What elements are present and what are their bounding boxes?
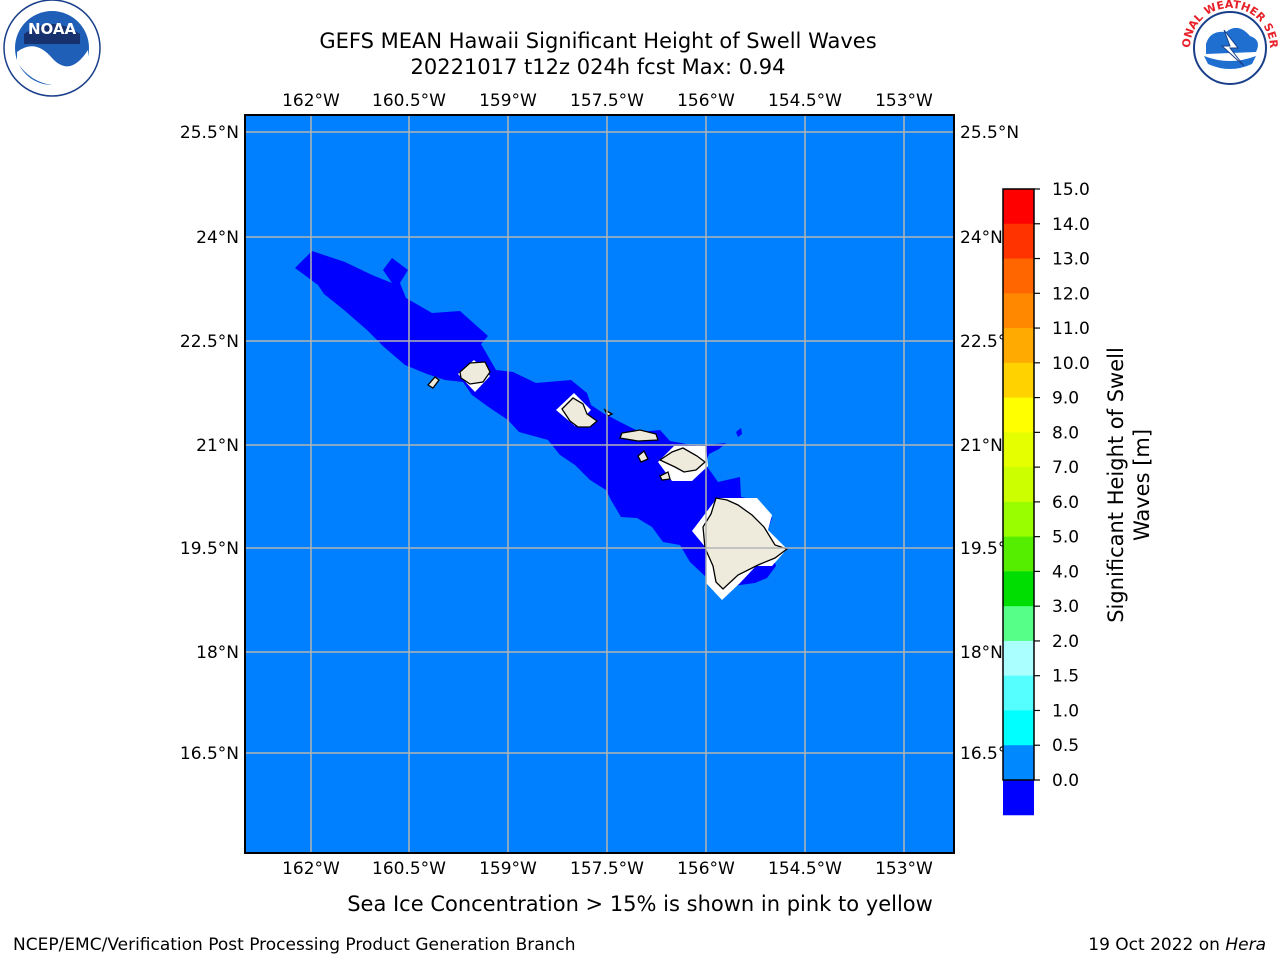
colorbar-swatch bbox=[1003, 397, 1034, 433]
colorbar-tick-label: 8.0 bbox=[1052, 423, 1079, 443]
lat-label: 21°N bbox=[196, 436, 239, 456]
colorbar-frame bbox=[1002, 188, 1035, 781]
lon-label: 156°W bbox=[677, 859, 735, 879]
colorbar-swatch bbox=[1003, 501, 1034, 538]
lon-label: 153°W bbox=[875, 859, 933, 879]
island-kauai bbox=[459, 361, 491, 385]
colorbar-tick-label: 7.0 bbox=[1052, 458, 1079, 478]
colorbar-tick-label: 1.5 bbox=[1052, 667, 1079, 687]
colorbar-tick-label: 12.0 bbox=[1052, 284, 1090, 304]
colorbar-tick-label: 3.0 bbox=[1052, 597, 1079, 617]
colorbar-tick-label: 4.0 bbox=[1052, 562, 1079, 582]
colorbar-tick-label: 13.0 bbox=[1052, 250, 1090, 270]
colorbar-swatch bbox=[1003, 710, 1034, 746]
lat-label: 24°N bbox=[960, 228, 1003, 248]
colorbar-tick-label: 6.0 bbox=[1052, 493, 1079, 513]
colorbar-swatch bbox=[1003, 223, 1034, 260]
footer-branch: NCEP/EMC/Verification Post Processing Pr… bbox=[13, 935, 576, 955]
island-maui bbox=[658, 447, 707, 473]
island-molokai bbox=[619, 429, 659, 442]
lat-label: 25.5°N bbox=[180, 123, 239, 143]
colorbar-tick-label: 15.0 bbox=[1052, 180, 1090, 200]
island-kahoolawe bbox=[659, 471, 671, 481]
colorbar-swatch bbox=[1003, 467, 1034, 503]
colorbar-label-line1: Significant Height of Swell bbox=[1104, 347, 1128, 623]
island-lanai bbox=[637, 449, 649, 463]
colorbar-label-line2: Waves [m] bbox=[1130, 429, 1154, 541]
colorbar-swatch bbox=[1003, 745, 1034, 781]
map-area bbox=[245, 115, 954, 853]
colorbar-tick-label: 9.0 bbox=[1052, 389, 1079, 409]
lon-label: 157.5°W bbox=[570, 859, 644, 879]
colorbar-swatch bbox=[1003, 675, 1034, 711]
lon-label: 162°W bbox=[282, 91, 340, 111]
lat-label: 19.5°N bbox=[180, 539, 239, 559]
colorbar-tick-label: 11.0 bbox=[1052, 319, 1090, 339]
swell-band-fragment bbox=[736, 428, 742, 437]
lon-label: 162°W bbox=[282, 859, 340, 879]
island-niihau bbox=[426, 376, 440, 389]
lon-label: 156°W bbox=[677, 91, 735, 111]
colorbar-swatch bbox=[1003, 189, 1034, 225]
colorbar-swatch bbox=[1003, 362, 1034, 399]
lat-label: 16.5°N bbox=[180, 744, 239, 764]
colorbar: 15.0 14.0 13.0 12.0 11.0 10.0 9.0 8.0 7.0 6.0 5.0 4… bbox=[1003, 180, 1090, 816]
footer-date: 19 Oct 2022 on Hera bbox=[1088, 935, 1266, 955]
swell-band-low bbox=[295, 251, 776, 588]
colorbar-swatch bbox=[1003, 780, 1034, 816]
lon-label: 160.5°W bbox=[372, 91, 446, 111]
lat-label: 18°N bbox=[196, 643, 239, 663]
noaa-logo-text: NOAA bbox=[28, 20, 77, 38]
colorbar-swatch bbox=[1003, 536, 1034, 572]
colorbar-tick-label: 10.0 bbox=[1052, 354, 1090, 374]
colorbar-swatch bbox=[1003, 258, 1034, 294]
sea-ice-caption: Sea Ice Concentration > 15% is shown in … bbox=[347, 892, 933, 916]
colorbar-swatch bbox=[1003, 571, 1034, 607]
colorbar-tick-label: 5.0 bbox=[1052, 528, 1079, 548]
lon-labels-top: 162°W 160.5°W 159°W 157.5°W 156°W 154.5°… bbox=[282, 91, 933, 111]
lon-label: 159°W bbox=[479, 859, 537, 879]
lat-label: 18°N bbox=[960, 643, 1003, 663]
island-hawaii bbox=[702, 497, 789, 590]
colorbar-swatch bbox=[1003, 640, 1034, 677]
map-frame bbox=[244, 114, 955, 854]
lon-label: 160.5°W bbox=[372, 859, 446, 879]
graticule bbox=[245, 115, 954, 853]
colorbar-swatch bbox=[1003, 606, 1034, 642]
colorbar-tick-label: 0.0 bbox=[1052, 771, 1079, 791]
lat-label: 25.5°N bbox=[960, 123, 1019, 143]
lon-label: 154.5°W bbox=[768, 91, 842, 111]
colorbar-tick-label: 2.0 bbox=[1052, 632, 1079, 652]
colorbar-swatch bbox=[1003, 328, 1034, 364]
lon-label: 159°W bbox=[479, 91, 537, 111]
lat-labels-left: 25.5°N 24°N 22.5°N 21°N 19.5°N 18°N 16.5… bbox=[180, 123, 239, 764]
colorbar-tick-label: 0.5 bbox=[1052, 736, 1079, 756]
coastlines bbox=[426, 361, 789, 590]
colorbar-swatch bbox=[1003, 293, 1034, 329]
colorbar-swatch bbox=[1003, 432, 1034, 468]
island-oahu bbox=[561, 397, 599, 428]
colorbar-tick-label: 1.0 bbox=[1052, 701, 1079, 721]
noaa-logo: NOAA bbox=[3, 0, 101, 97]
lat-label: 21°N bbox=[960, 436, 1003, 456]
lat-label: 24°N bbox=[196, 228, 239, 248]
lat-label: 22.5°N bbox=[180, 332, 239, 352]
lon-label: 157.5°W bbox=[570, 91, 644, 111]
figure-subtitle: 20221017 t12z 024h fcst Max: 0.94 bbox=[411, 55, 786, 79]
colorbar-tick-label: 14.0 bbox=[1052, 215, 1090, 235]
lon-label: 153°W bbox=[875, 91, 933, 111]
figure-title: GEFS MEAN Hawaii Significant Height of S… bbox=[319, 29, 876, 53]
lon-labels-bottom: 162°W 160.5°W 159°W 157.5°W 156°W 154.5°… bbox=[282, 859, 933, 879]
lon-label: 154.5°W bbox=[768, 859, 842, 879]
